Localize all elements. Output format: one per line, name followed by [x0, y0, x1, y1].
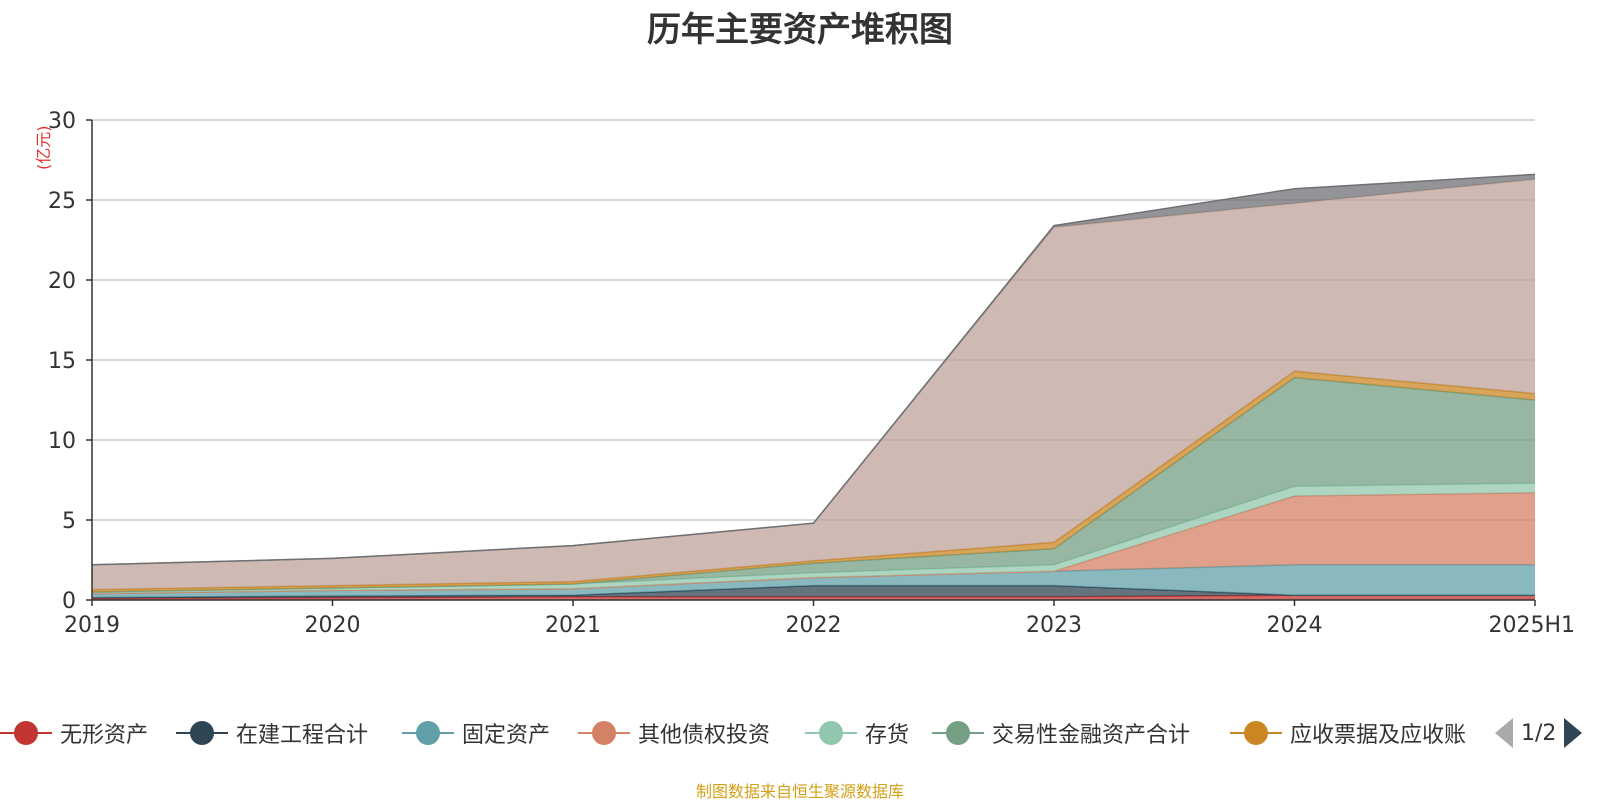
page-indicator: 1/2 [1521, 720, 1557, 746]
y-tick-label: 30 [48, 109, 76, 134]
y-tick-label: 0 [62, 589, 76, 614]
legend-marker [1230, 718, 1282, 748]
legend-marker [402, 718, 454, 748]
legend-marker [805, 718, 857, 748]
prev-page-icon[interactable] [1495, 718, 1513, 748]
y-tick-label: 5 [62, 509, 76, 534]
area-series-4 [92, 483, 1535, 594]
chart-title: 历年主要资产堆积图 [647, 10, 953, 50]
y-tick-label: 10 [48, 429, 76, 454]
x-tick-label: 2025H1 [1488, 613, 1575, 638]
x-tick-label: 2020 [305, 613, 361, 638]
legend-marker [0, 718, 52, 748]
legend-item[interactable]: 在建工程合计 [176, 715, 368, 751]
legend-item[interactable]: 固定资产 [402, 715, 550, 751]
legend-label: 其他债权投资 [638, 723, 771, 748]
legend-label: 交易性金融资产合计 [992, 723, 1191, 748]
x-tick-label: 2021 [545, 613, 601, 638]
y-tick-labels: 0 5 10 15 20 25 30 [48, 109, 76, 614]
legend-item[interactable]: 无形资产 [0, 715, 148, 751]
legend-label: 无形资产 [60, 723, 149, 748]
legend-pager: 1/2 [1495, 715, 1583, 751]
x-tick-label: 2024 [1267, 613, 1323, 638]
legend-item[interactable]: 交易性金融资产合计 [932, 715, 1190, 751]
area-series-5 [92, 377, 1535, 592]
area-series-7 [92, 179, 1535, 590]
source-note: 制图数据来自恒生聚源数据库 [695, 782, 904, 801]
axes [91, 120, 1536, 606]
legend-marker [578, 718, 630, 748]
legend-label: 固定资产 [462, 723, 551, 748]
x-tick-label: 2023 [1026, 613, 1082, 638]
legend-label: 应收票据及应收账 [1290, 723, 1467, 748]
series-line-8 [91, 173, 1536, 566]
area-series-3 [92, 492, 1535, 594]
legend-label: 在建工程合计 [236, 723, 369, 748]
legend-marker [932, 718, 984, 748]
x-tick-labels: 2019 2020 2021 2022 2023 2024 2025H1 [64, 613, 1575, 638]
legend-label: 存货 [865, 723, 910, 748]
next-page-icon[interactable] [1564, 718, 1583, 748]
y-tick-label: 25 [48, 189, 76, 214]
legend-item[interactable]: 其他债权投资 [578, 715, 770, 751]
stacked-area-chart: 0 5 10 15 20 25 30 2019 2020 2021 2022 2023 2024 202… [48, 109, 1575, 638]
x-tick-label: 2019 [64, 613, 120, 638]
y-tick-label: 15 [48, 349, 76, 374]
x-tick-label: 2022 [786, 613, 842, 638]
legend-item[interactable]: 应收票据及应收账 [1230, 715, 1466, 751]
legend-marker [176, 718, 228, 748]
y-tick-label: 20 [48, 269, 76, 294]
area-series-1 [92, 585, 1535, 599]
legend: 无形资产 在建工程合计 固定资产 其他债权投资 存货 交易性金融资产合计 应收票据及应收账 1… [0, 715, 1600, 751]
legend-item[interactable]: 存货 [805, 715, 909, 751]
area-series-2 [92, 564, 1535, 598]
area-series [91, 173, 1536, 600]
